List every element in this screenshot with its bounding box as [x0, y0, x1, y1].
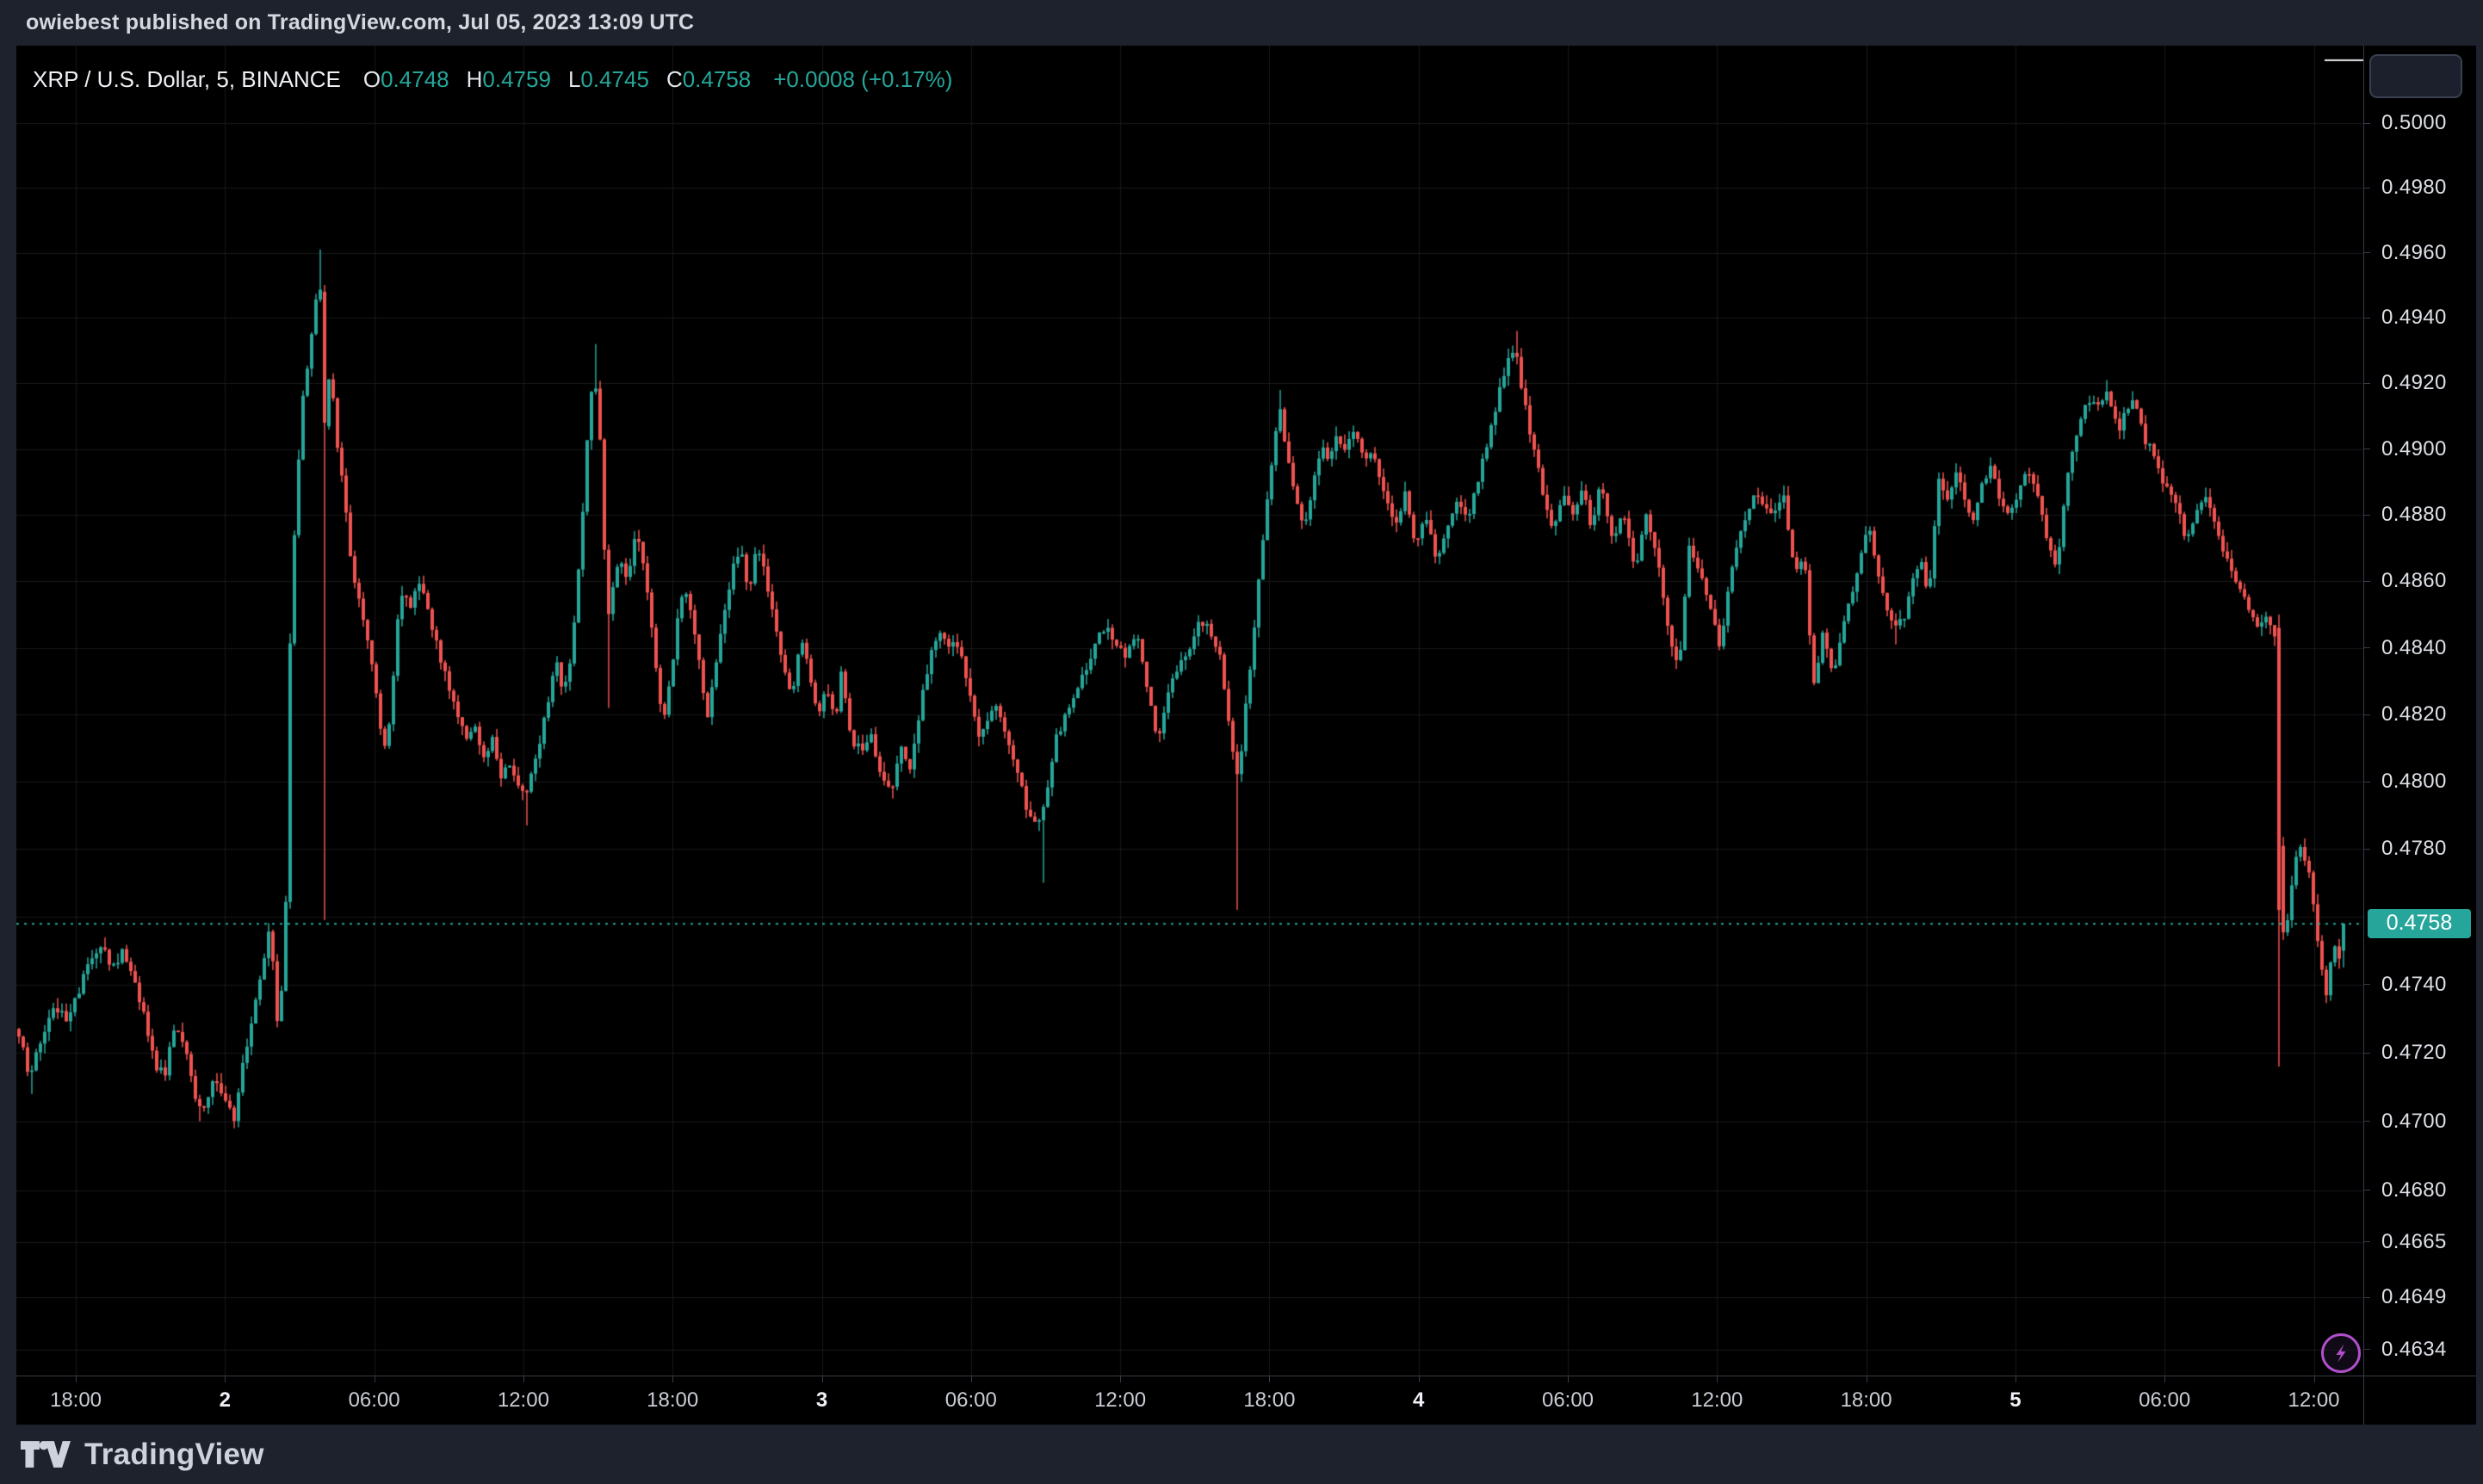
chart-legend: XRP / U.S. Dollar, 5, BINANCE O0.4748 H0.…: [33, 66, 952, 93]
time-tickmark: [1120, 1376, 1122, 1382]
time-tick-label: 12:00: [2288, 1388, 2340, 1412]
last-price-tag: 0.4758: [2368, 908, 2471, 938]
time-axis[interactable]: 18:00 2 06:00 12:00 18:00 3 06:00 12:00 18:00 4 06…: [16, 1376, 2476, 1425]
time-tickmark: [970, 1376, 972, 1382]
time-tick-label: 18:00: [49, 1388, 102, 1412]
legend-item-H: H0.4759: [466, 66, 551, 92]
brand-name[interactable]: TradingView: [84, 1437, 264, 1471]
price-tick-label: 0.4780: [2381, 837, 2447, 861]
price-tickmark: [2364, 984, 2370, 986]
price-tick-label: 0.4860: [2381, 569, 2447, 593]
price-tick-label: 0.5000: [2381, 111, 2447, 134]
price-tick-label: 0.4960: [2381, 240, 2447, 264]
time-tick-label-day: 5: [2009, 1388, 2022, 1412]
time-tickmark: [523, 1376, 524, 1382]
time-tickmark: [2313, 1376, 2315, 1382]
price-tickmark: [2364, 122, 2370, 124]
price-tickmark: [2364, 187, 2370, 189]
price-tick-label: 0.4940: [2381, 306, 2447, 330]
price-tickmark: [2364, 1121, 2370, 1122]
price-tickmark: [2364, 647, 2370, 649]
time-tick-label: 06:00: [944, 1388, 997, 1412]
chart-area[interactable]: XRP / U.S. Dollar, 5, BINANCE O0.4748 H0.…: [16, 46, 2476, 1425]
lightning-icon: [2336, 1344, 2346, 1363]
price-tick-label: 0.4720: [2381, 1041, 2447, 1065]
price-tickmark: [2364, 252, 2370, 254]
time-tick-label: 06:00: [1541, 1388, 1594, 1412]
price-axis[interactable]: 0.4758 0.5000 0.4980 0.4960 0.4940 0.4920 0.4…: [2363, 46, 2476, 1425]
candlestick-canvas[interactable]: [16, 46, 2476, 1425]
tradingview-logo-icon[interactable]: [21, 1440, 71, 1469]
legend-item-L: L0.4745: [567, 66, 649, 92]
legend-ohlc: O0.4748 H0.4759 L0.4745 C0.4758: [363, 66, 751, 93]
time-tick-label-day: 4: [1413, 1388, 1425, 1412]
time-tickmark: [225, 1376, 226, 1382]
flash-button[interactable]: [2321, 1333, 2361, 1373]
time-tick-label-day: 2: [219, 1388, 231, 1412]
attribution-text: owiebest published on TradingView.com, J…: [26, 10, 695, 34]
header-bar: owiebest published on TradingView.com, J…: [0, 0, 2483, 46]
price-tickmark: [2364, 1241, 2370, 1243]
time-tickmark: [821, 1376, 823, 1382]
time-tick-label: 18:00: [647, 1388, 699, 1412]
time-tick-label: 18:00: [1840, 1388, 1892, 1412]
price-tick-label: 0.4634: [2381, 1337, 2447, 1361]
time-tickmark: [1717, 1376, 1718, 1382]
symbol-title: XRP / U.S. Dollar, 5, BINANCE: [33, 66, 341, 92]
price-tick-label: 0.4665: [2381, 1229, 2447, 1253]
price-tick-label: 0.4880: [2381, 503, 2447, 527]
price-tickmark: [2364, 580, 2370, 582]
price-tick-label: 0.4740: [2381, 972, 2447, 996]
price-tick-label: 0.4700: [2381, 1109, 2447, 1133]
price-tick-label: 0.4649: [2381, 1285, 2447, 1309]
price-tickmark: [2364, 514, 2370, 516]
price-tickmark: [2364, 1349, 2370, 1351]
price-tick-label: 0.4820: [2381, 702, 2447, 727]
redacted-label-box: [2369, 54, 2462, 98]
time-tick-label: 12:00: [1094, 1388, 1147, 1412]
price-tickmark: [2364, 848, 2370, 850]
time-tick-label: 06:00: [348, 1388, 400, 1412]
price-tickmark: [2364, 448, 2370, 450]
time-tickmark: [76, 1376, 77, 1382]
legend-item-O: O0.4748: [362, 66, 449, 92]
price-tick-label: 0.4800: [2381, 770, 2447, 794]
time-tickmark: [2164, 1376, 2166, 1382]
price-tick-label: 0.4900: [2381, 436, 2447, 461]
price-tickmark: [2364, 714, 2370, 715]
time-tick-label: 06:00: [2139, 1388, 2191, 1412]
price-tickmark: [2364, 1052, 2370, 1054]
time-tick-label: 12:00: [497, 1388, 549, 1412]
change-value: +0.0008 (+0.17%): [773, 66, 953, 92]
price-tick-label: 0.4840: [2381, 635, 2447, 659]
time-tickmark: [1418, 1376, 1420, 1382]
price-tick-label: 0.4680: [2381, 1178, 2447, 1202]
time-tick-label: 18:00: [1243, 1388, 1296, 1412]
price-tickmark: [2364, 382, 2370, 384]
time-tickmark: [1269, 1376, 1271, 1382]
legend-item-C: C0.4758: [666, 66, 752, 92]
time-tick-label-day: 3: [815, 1388, 828, 1412]
price-tick-label: 0.4920: [2381, 371, 2447, 395]
footer-bar: TradingView: [0, 1425, 2483, 1484]
price-tickmark: [2364, 1296, 2370, 1298]
time-tick-label: 12:00: [1691, 1388, 1743, 1412]
time-tickmark: [672, 1376, 674, 1382]
time-tickmark: [1568, 1376, 1569, 1382]
price-tick-label: 0.4980: [2381, 176, 2447, 200]
